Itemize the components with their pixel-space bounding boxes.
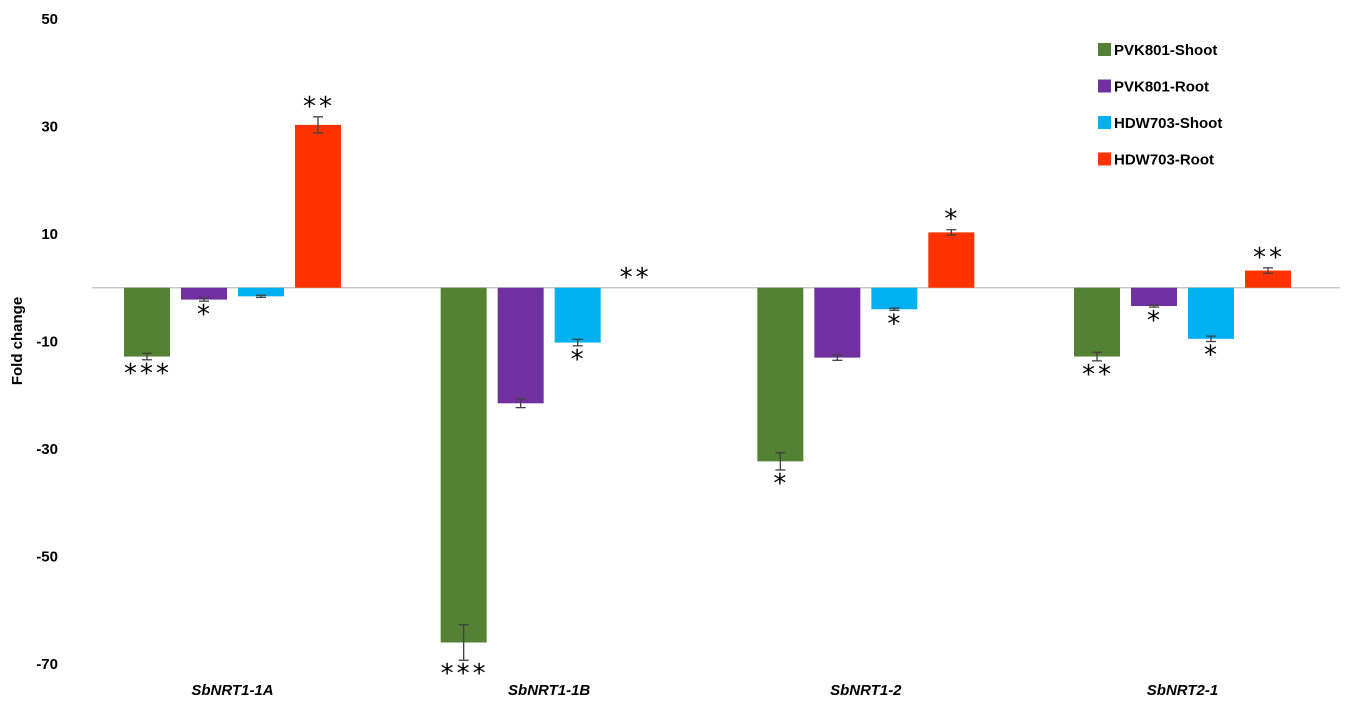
bar — [928, 232, 975, 288]
significance-label: * — [197, 300, 213, 330]
bar — [1188, 287, 1235, 339]
legend-swatch — [1098, 152, 1111, 166]
y-tick-label: 30 — [41, 119, 58, 136]
bar — [871, 287, 918, 310]
bar — [295, 124, 341, 288]
legend-swatch — [1098, 43, 1111, 56]
bar — [1074, 287, 1121, 357]
significance-label: * — [1147, 306, 1163, 336]
legend-label: HDW703-Shoot — [1114, 115, 1222, 132]
category-label: SbNRT1-2 — [830, 682, 902, 699]
bar — [1131, 287, 1178, 307]
error-bars — [142, 116, 1274, 661]
significance-label: ** — [1253, 243, 1285, 273]
y-axis-label: Fold change — [9, 297, 26, 385]
bar — [497, 287, 544, 404]
significance-label: *** — [124, 359, 172, 389]
legend-swatch — [1098, 79, 1111, 93]
bar — [124, 287, 170, 357]
significance-label: * — [887, 309, 903, 339]
bar — [440, 287, 487, 643]
bar — [757, 287, 804, 462]
bar — [181, 287, 227, 300]
y-tick-label: -10 — [36, 334, 58, 351]
significance-label: * — [1204, 341, 1220, 371]
significance-label: * — [773, 469, 789, 499]
legend-label: PVK801-Shoot — [1114, 42, 1217, 59]
y-tick-label: -50 — [36, 549, 58, 566]
bar — [814, 287, 861, 358]
significance-label: ** — [1082, 360, 1114, 390]
bar — [554, 287, 601, 343]
y-tick-label: 50 — [41, 11, 58, 28]
category-labels: SbNRT1-1A SbNRT1-1B SbNRT1-2 SbNRT2-1 — [191, 682, 1218, 699]
significance-label: ** — [303, 92, 335, 122]
bars — [124, 124, 1292, 643]
significance-label: ** — [620, 263, 652, 293]
y-tick-label: -70 — [36, 656, 58, 673]
y-axis: 50 30 10 -10 -30 -50 -70 — [36, 11, 58, 673]
bar — [1245, 270, 1292, 288]
bar — [238, 287, 284, 297]
legend-swatch — [1098, 116, 1111, 129]
significance-markers: ********************* — [124, 92, 1285, 689]
y-tick-label: -30 — [36, 441, 58, 458]
y-tick-label: 10 — [41, 226, 58, 243]
legend-label: HDW703-Root — [1114, 152, 1214, 169]
category-label: SbNRT1-1B — [508, 682, 590, 699]
legend-label: PVK801-Root — [1114, 79, 1209, 96]
category-label: SbNRT1-1A — [191, 682, 273, 699]
significance-label: *** — [441, 659, 489, 689]
category-label: SbNRT2-1 — [1147, 682, 1218, 699]
significance-label: * — [944, 205, 960, 235]
legend: PVK801-Shoot PVK801-Root HDW703-Shoot HDW70… — [1098, 42, 1222, 169]
significance-label: * — [571, 345, 587, 375]
